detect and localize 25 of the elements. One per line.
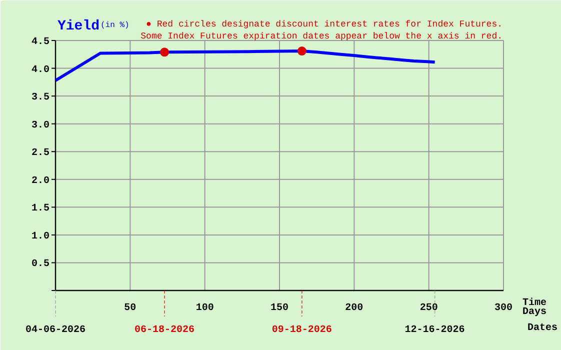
y-tick-label: 2.5: [31, 148, 50, 160]
x-tick-label: 50: [124, 303, 136, 314]
x2-tick-label: 04-06-2026: [25, 325, 86, 336]
x2-axis-title: Dates: [528, 323, 558, 334]
y-axis-title: (in %): [100, 21, 130, 30]
y-tick-label: 1.5: [31, 204, 50, 215]
x-tick-label: 250: [420, 303, 438, 314]
x2-tick-label: 12-16-2026: [404, 325, 465, 336]
y-tick-label: 4.0: [31, 64, 50, 76]
x-axis-title: Time Days: [522, 297, 547, 318]
x-tick-label: 150: [270, 303, 289, 314]
y-tick-label: 4.5: [31, 37, 50, 48]
x-tick-label: 100: [196, 303, 214, 314]
chart-title: Yield: [58, 18, 100, 34]
y-tick-label: 0.5: [31, 259, 50, 270]
x-tick-label: 300: [494, 303, 513, 314]
annotation: Some Index Futures expiration dates appear below the x axis in red.: [140, 32, 502, 42]
y-tick-label: 1.0: [31, 231, 50, 242]
y-tick-label: 2.0: [31, 176, 50, 187]
text: ● Red circles designate discount interest rates for Index Futures.: [146, 20, 503, 30]
x-tick-label: 200: [345, 303, 364, 314]
y-tick-label: 3.5: [31, 92, 50, 104]
x2-tick-label: 09-18-2026: [272, 325, 332, 336]
y-tick-label: 3.0: [31, 120, 50, 132]
x2-tick-label: 06-18-2026: [134, 325, 195, 336]
